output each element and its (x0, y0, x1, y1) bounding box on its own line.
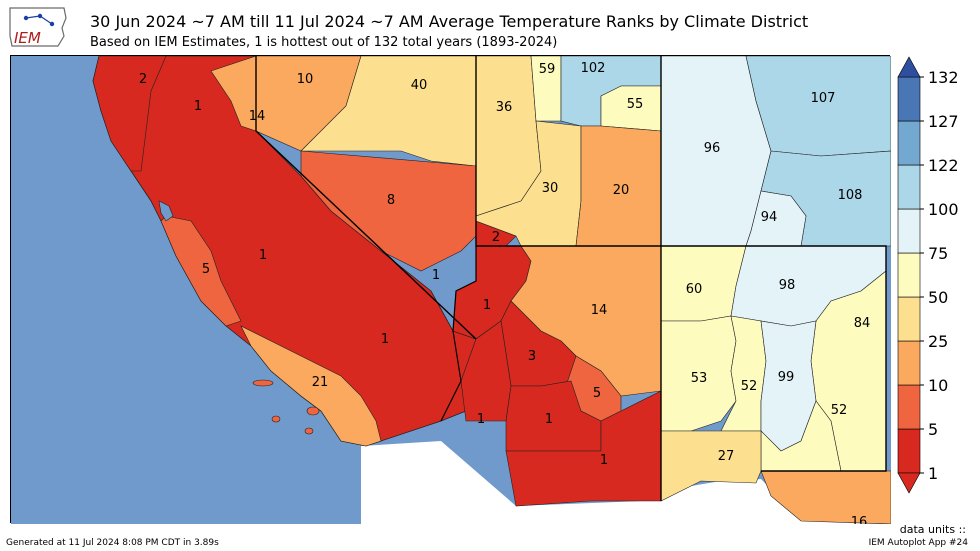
label-nm-ne: 98 (779, 278, 796, 293)
logo-text: IEM (14, 29, 41, 47)
label-nm-central-east: 99 (778, 370, 795, 385)
district-ca-ne-14 (210, 55, 257, 132)
colorbar-tick-label: 132 (928, 68, 959, 87)
colorbar-tick-label: 127 (928, 112, 959, 131)
iem-logo: IEM (6, 6, 68, 50)
data-units-label: data units :: (899, 523, 966, 536)
colorbar-band (897, 252, 921, 298)
label-nv-ne-10: 10 (297, 72, 314, 87)
label-ut-nw: 36 (496, 100, 513, 115)
label-ca-sierra-south: 1 (432, 268, 440, 283)
colorbar-tick-label: 50 (928, 288, 948, 307)
label-nm-central: 52 (741, 379, 758, 394)
label-ca-mojave: 1 (381, 332, 389, 347)
colorbar-tick-label: 122 (928, 156, 959, 175)
label-ut-se: 20 (613, 183, 630, 198)
colorbar-tick-label: 75 (928, 244, 948, 263)
colorbar-band (897, 164, 921, 210)
label-az-ne: 14 (591, 303, 608, 318)
colorbar-band (897, 428, 921, 474)
label-co-ne: 107 (811, 91, 836, 106)
map-title: 30 Jun 2024 ~7 AM till 11 Jul 2024 ~7 AM… (90, 12, 809, 31)
label-nv-central-west: 8 (387, 193, 395, 208)
label-nm-nw: 60 (686, 282, 703, 297)
label-nv-south: 2 (492, 230, 500, 245)
climate-district-map: 2 1 14 10 40 8 5 1 1 1 21 2 1 3 14 5 1 1… (10, 55, 892, 530)
label-tx-west: 16 (851, 515, 868, 524)
colorbar-tick-label: 5 (928, 420, 938, 439)
label-ca-central-coast: 5 (202, 262, 210, 277)
label-az-nw: 1 (483, 298, 491, 313)
district-ca-south-coast (240, 325, 382, 447)
colorbar-max-arrow (897, 56, 921, 78)
colorbar-tick-label: 25 (928, 332, 948, 351)
label-ca-ne-14: 14 (249, 109, 266, 124)
colorbar-band (897, 120, 921, 166)
label-az-south-east: 1 (600, 453, 608, 468)
label-ca-north-interior: 1 (194, 99, 202, 114)
label-ca-south-coast: 21 (312, 375, 329, 390)
label-az-central: 3 (528, 349, 536, 364)
mexico-land (361, 441, 891, 524)
colorbar-tick-label: 1 (928, 464, 938, 483)
colorbar-band (897, 340, 921, 386)
label-co-se: 108 (838, 188, 863, 203)
label-nm-sw: 27 (718, 449, 735, 464)
label-co-west: 96 (704, 141, 721, 156)
label-ca-sj-valley: 1 (259, 248, 267, 263)
label-nv-north-central: 40 (411, 78, 428, 93)
label-ca-nw: 2 (139, 72, 147, 87)
label-ut-ne: 102 (581, 61, 606, 76)
autoplot-app-label: IEM Autoplot App #24 (868, 538, 968, 548)
generated-timestamp: Generated at 11 Jul 2024 8:08 PM CDT in … (6, 538, 219, 548)
colorbar-legend: 1 5 10 25 50 75 100 122 127 132 (895, 55, 980, 495)
label-az-south: 1 (545, 412, 553, 427)
label-ut-north: 59 (539, 62, 556, 77)
label-nm-east: 84 (854, 316, 871, 331)
label-ut-central: 30 (542, 181, 559, 196)
label-nm-cw: 53 (691, 371, 708, 386)
colorbar-band (897, 384, 921, 430)
colorbar-tick-label: 100 (928, 200, 959, 219)
label-ut-ne-south: 55 (627, 97, 644, 112)
colorbar-min-arrow (897, 472, 921, 494)
label-az-se: 5 (593, 386, 601, 401)
label-az-sw: 1 (477, 412, 485, 427)
label-nm-se: 52 (831, 403, 848, 418)
colorbar-band (897, 296, 921, 342)
district-nm-sw (660, 430, 762, 502)
district-ca-nw (92, 55, 167, 172)
district-az-south-east (505, 390, 662, 507)
district-ca-central-coast (160, 215, 242, 327)
colorbar-band (897, 76, 921, 122)
colorbar-band (897, 208, 921, 254)
label-co-sw: 94 (761, 210, 778, 225)
map-subtitle: Based on IEM Estimates, 1 is hottest out… (90, 35, 558, 50)
colorbar-tick-label: 10 (928, 376, 948, 395)
district-co-ne (745, 55, 892, 157)
